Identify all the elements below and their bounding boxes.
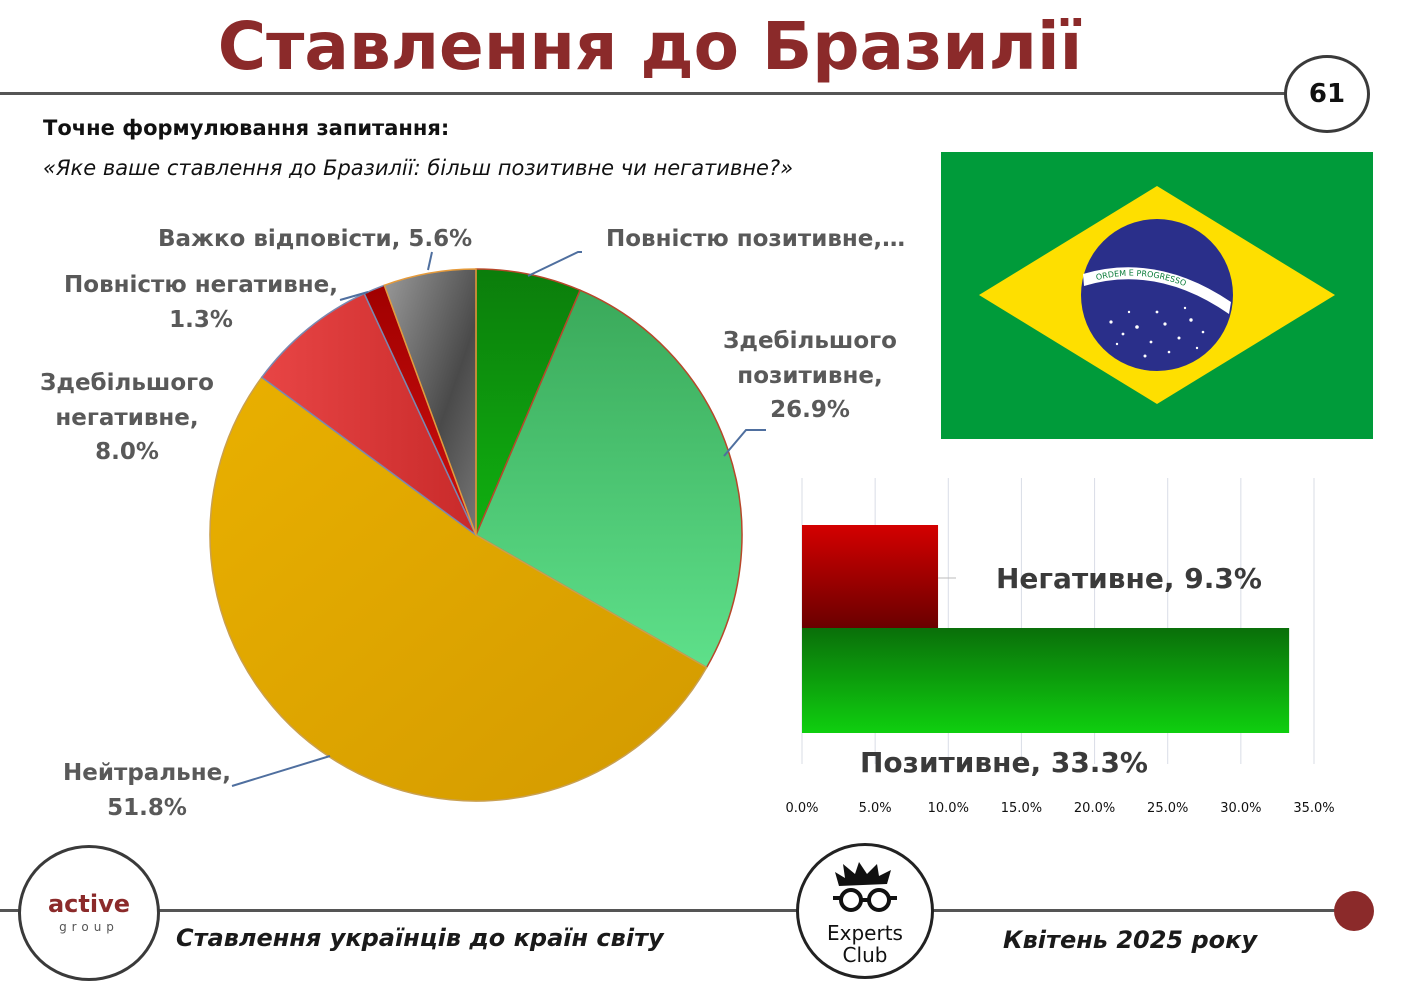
- pie-label-neutral: Нейтральне, 51.8%: [52, 756, 242, 825]
- question-heading: Точне формулювання запитання:: [43, 116, 450, 140]
- bar-label-negative: Негативне, 9.3%: [996, 562, 1262, 595]
- page-number: 61: [1308, 79, 1346, 109]
- active-logo-word: active: [47, 890, 131, 918]
- active-group-logo: active group: [18, 845, 160, 981]
- pie-leader-lines: [231, 251, 766, 787]
- pie-label-line: позитивне,: [737, 362, 883, 389]
- pie-label-mostly-negative: Здебільшого негативне, 8.0%: [22, 366, 232, 470]
- experts-logo-line1: Experts: [827, 921, 903, 945]
- pie-leader-line: [723, 429, 766, 457]
- footer-title: Ставлення українців до країн світу: [176, 924, 664, 952]
- header-divider: [0, 92, 1286, 95]
- bar-negative: [802, 525, 939, 628]
- bar-data-labels: Негативне, 9.3% Позитивне, 33.3%: [860, 562, 1262, 779]
- pie-leader-line: [339, 291, 369, 301]
- pie-label-line: Здебільшого: [723, 328, 897, 354]
- footer-date: Квітень 2025 року: [1003, 926, 1258, 954]
- pie-label-line: Повністю негативне,: [64, 272, 338, 298]
- footer-divider: [0, 909, 1352, 912]
- pie-label-line: Важко відповісти, 5.6%: [158, 226, 473, 252]
- pie-label-line: Здебільшого: [40, 370, 214, 396]
- pie-slice-mostly-negative: [260, 292, 477, 536]
- page-title: Ставлення до Бразилії: [217, 8, 1083, 85]
- bar-x-ticks: 0.0% 5.0% 10.0% 15.0% 20.0% 25.0% 30.0% 35.0%: [785, 801, 1334, 816]
- pie-label-fully-positive: Повністю позитивне,…: [606, 222, 905, 257]
- glasses-icon: [833, 862, 897, 912]
- bar-x-tick-label: 25.0%: [1147, 801, 1188, 816]
- pie-chart: [209, 251, 766, 802]
- experts-club-logo: Experts Club: [796, 843, 934, 979]
- brazil-flag-image: ORDEM E PROGRESSO: [941, 152, 1373, 439]
- bar-x-tick-label: 35.0%: [1293, 801, 1334, 816]
- bar-label-positive: Позитивне, 33.3%: [860, 746, 1148, 779]
- pie-label-line: 26.9%: [770, 397, 850, 423]
- pie-label-fully-negative: Повністю негативне, 1.3%: [56, 268, 346, 337]
- bar-chart: 0.0% 5.0% 10.0% 15.0% 20.0% 25.0% 30.0% 35.0% Н…: [785, 478, 1335, 816]
- question-text: «Яке ваше ставлення до Бразилії: більш п…: [43, 156, 794, 180]
- pie-label-line: Повністю позитивне,…: [606, 226, 906, 252]
- experts-logo-text: Experts Club: [799, 922, 931, 966]
- bar-positive: [802, 628, 1290, 733]
- pie-label-line: негативне,: [55, 404, 199, 431]
- footer-dot: [1334, 891, 1374, 931]
- bar-x-tick-label: 15.0%: [1001, 801, 1042, 816]
- pie-slice-hard-to-say: [383, 268, 477, 536]
- pie-leader-line: [231, 755, 331, 787]
- bar-x-tick-label: 10.0%: [928, 801, 969, 816]
- pie-label-line: 51.8%: [107, 794, 187, 821]
- bar-x-tick-label: 5.0%: [859, 801, 892, 816]
- pie-label-line: 8.0%: [95, 439, 159, 465]
- pie-label-hard-to-say: Важко відповісти, 5.6%: [158, 222, 472, 257]
- bar-x-tick-label: 20.0%: [1074, 801, 1115, 816]
- pie-leader-line: [427, 251, 433, 271]
- page-number-badge: 61: [1284, 55, 1370, 133]
- pie-leader-line: [527, 251, 582, 277]
- bar-series: [802, 525, 1290, 733]
- flag-stars: [1109, 306, 1205, 358]
- bar-x-tick-label: 30.0%: [1220, 801, 1261, 816]
- flag-globe: [1081, 219, 1233, 371]
- bar-x-tick-label: 0.0%: [785, 801, 818, 816]
- pie-label-line: 1.3%: [169, 306, 233, 333]
- pie-label-line: Нейтральне,: [63, 760, 231, 786]
- pie-label-mostly-positive: Здебільшого позитивне, 26.9%: [710, 324, 910, 428]
- pie-slices: [209, 268, 743, 802]
- pie-slice-neutral: [209, 376, 708, 802]
- flag-band: [1083, 267, 1231, 314]
- active-logo-sub: group: [59, 920, 119, 934]
- experts-logo-line2: Club: [842, 943, 888, 967]
